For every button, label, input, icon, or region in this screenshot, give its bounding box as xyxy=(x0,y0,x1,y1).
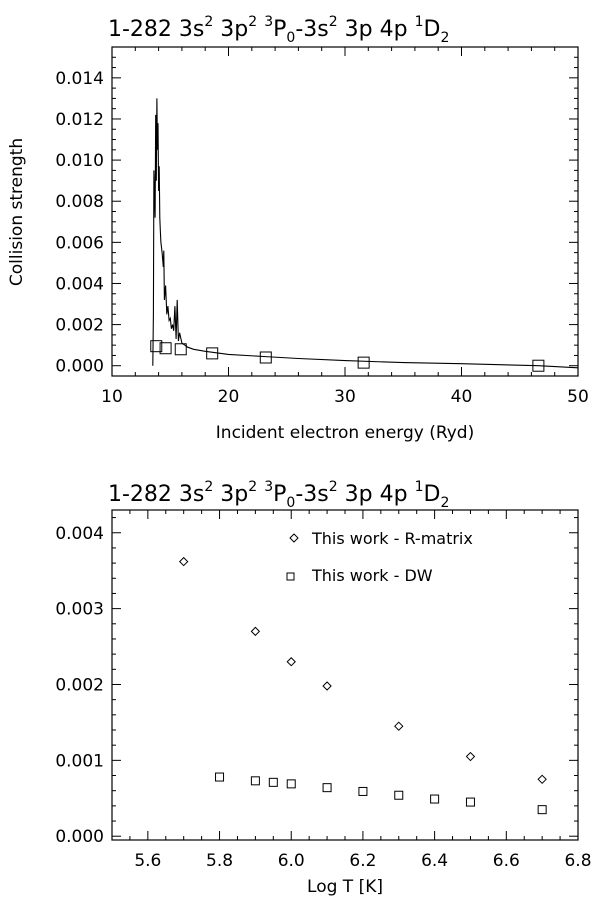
y-tick-label: 0.000 xyxy=(55,357,104,377)
y-tick-label: 0.010 xyxy=(55,151,104,171)
top-x-axis-label: Incident electron energy (Ryd) xyxy=(216,423,474,443)
y-tick-label: 0.004 xyxy=(55,274,104,294)
x-tick-label: 5.6 xyxy=(134,851,161,871)
y-tick-label: 0.004 xyxy=(55,524,104,544)
legend-diamond-marker xyxy=(289,533,299,543)
square-data-point xyxy=(465,797,475,807)
x-tick-label: 6.8 xyxy=(564,851,591,871)
diamond-data-point xyxy=(286,657,296,667)
diamond-data-point xyxy=(537,774,547,785)
square-data-point xyxy=(322,783,332,793)
square-data-point xyxy=(268,777,278,787)
bottom-axis-ticks xyxy=(112,510,579,840)
y-tick-label: 0.008 xyxy=(55,192,104,212)
bottom-chart: 1-282 3s2 3p2 3P0-3s2 3p 4p 1D2 5.6 5.8 6.… xyxy=(55,479,591,897)
x-tick-label: 5.8 xyxy=(206,851,233,871)
x-tick-label: 10 xyxy=(101,387,123,407)
legend-square-marker xyxy=(286,572,295,581)
square-data-point xyxy=(174,343,187,356)
collision-strength-curve xyxy=(152,98,579,369)
bottom-x-axis-label: Log T [K] xyxy=(307,877,383,897)
square-data-point xyxy=(532,359,545,372)
bottom-chart-marks xyxy=(178,556,547,815)
square-data-point xyxy=(259,351,272,364)
diamond-data-point xyxy=(178,556,189,567)
y-tick-label: 0.002 xyxy=(55,316,104,336)
square-data-point xyxy=(537,805,547,815)
x-tick-label: 6.6 xyxy=(493,851,520,871)
diamond-data-point xyxy=(250,626,261,637)
square-data-point xyxy=(358,786,368,796)
top-axis-tick-labels: 10 20 30 40 50 0.000 0.002 0.004 0.006 0.008 0.010… xyxy=(55,69,588,407)
x-tick-label: 6.2 xyxy=(349,851,376,871)
bottom-axis-tick-labels: 5.6 5.8 6.0 6.2 6.4 6.6 6.8 0.000 0.001 0.002 0.00… xyxy=(55,524,591,871)
y-tick-label: 0.014 xyxy=(55,69,104,89)
x-tick-label: 6.0 xyxy=(278,851,305,871)
x-tick-label: 20 xyxy=(218,387,240,407)
top-plot-frame xyxy=(111,46,579,377)
square-data-point xyxy=(159,342,172,355)
diamond-data-point xyxy=(465,751,476,762)
y-tick-label: 0.012 xyxy=(55,110,104,130)
square-data-point xyxy=(286,779,296,789)
top-y-axis-label: Collision strength xyxy=(7,138,27,286)
top-chart-marks xyxy=(150,98,579,372)
square-data-point xyxy=(394,790,404,800)
y-tick-label: 0.006 xyxy=(55,233,104,253)
x-tick-label: 30 xyxy=(334,387,356,407)
square-data-point xyxy=(206,347,219,360)
square-data-point xyxy=(430,794,440,804)
y-tick-label: 0.003 xyxy=(55,600,104,620)
legend-label-r-matrix: This work - R-matrix xyxy=(311,529,473,548)
diamond-data-point xyxy=(394,721,404,731)
x-tick-label: 6.4 xyxy=(421,851,448,871)
top-chart-title: 1-282 3s2 3p2 3P0-3s2 3p 4p 1D2 xyxy=(108,14,449,46)
legend: This work - R-matrix This work - DW xyxy=(286,529,473,585)
x-tick-label: 40 xyxy=(451,387,473,407)
bottom-chart-title: 1-282 3s2 3p2 3P0-3s2 3p 4p 1D2 xyxy=(108,479,449,511)
y-tick-label: 0.001 xyxy=(55,751,104,771)
y-tick-label: 0.002 xyxy=(55,675,104,695)
square-data-point xyxy=(250,776,260,786)
square-data-point xyxy=(150,340,163,353)
square-data-point xyxy=(357,356,370,369)
top-chart: 1-282 3s2 3p2 3P0-3s2 3p 4p 1D2 10 20 30 40… xyxy=(7,14,589,443)
top-axis-ticks xyxy=(111,46,579,376)
square-data-point xyxy=(215,772,225,782)
y-tick-label: 0.000 xyxy=(55,827,104,847)
diamond-data-point xyxy=(322,681,332,691)
legend-label-dw: This work - DW xyxy=(311,566,433,585)
x-tick-label: 50 xyxy=(567,387,589,407)
